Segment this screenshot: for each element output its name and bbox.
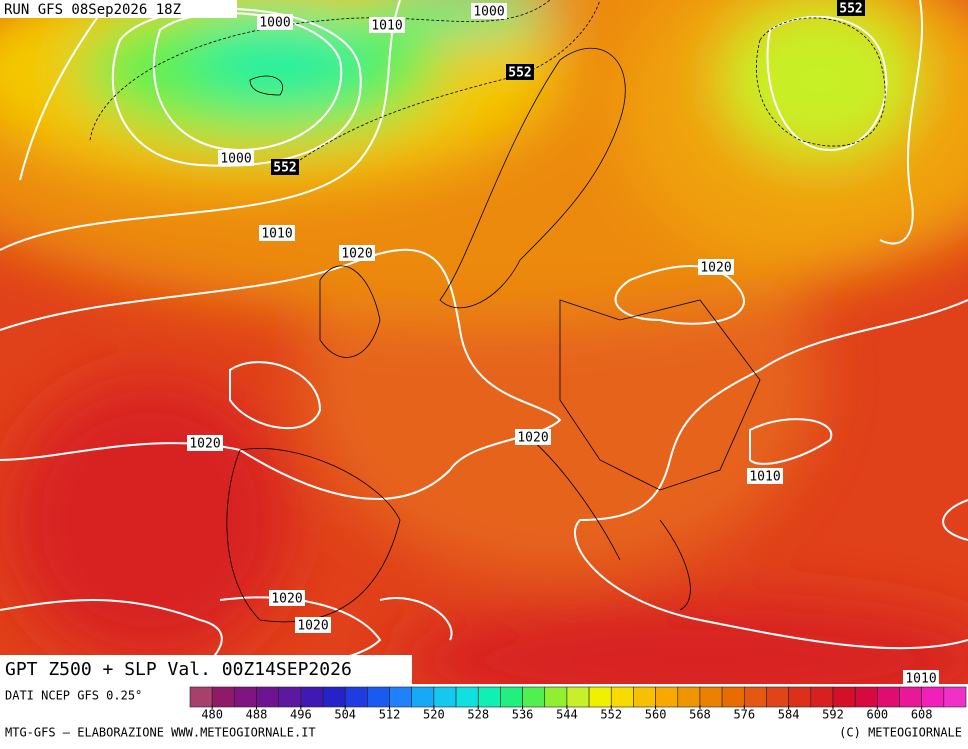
colorbar-tick-label: 504 [334, 708, 356, 722]
contour-label: 1010 [371, 19, 402, 34]
colorbar-swatch [411, 686, 435, 708]
colorbar-swatch [743, 686, 767, 708]
colorbar-swatch [677, 686, 701, 708]
contour-label-box [218, 150, 254, 166]
colorbar-swatch [344, 686, 368, 708]
colorbar-tick-label: 480 [201, 708, 223, 722]
run-info: RUN GFS 08Sep2026 18Z [4, 2, 181, 18]
contour-label-box [269, 590, 305, 606]
colorbar-swatch [832, 686, 856, 708]
contour-label: 1020 [341, 247, 372, 262]
contour-label: 552 [273, 161, 296, 176]
colorbar-swatch [500, 686, 523, 708]
colorbar-swatch [699, 686, 723, 708]
colorbar-swatch [322, 686, 346, 708]
colorbar-swatch [588, 686, 612, 708]
contour-label: 1000 [259, 16, 290, 31]
colorbar-swatch [278, 686, 302, 708]
colorbar-swatch [544, 686, 568, 708]
colorbar-swatch [211, 686, 235, 708]
colorbar-swatch [189, 686, 213, 708]
colorbar-tick-label: 544 [556, 708, 578, 722]
colorbar-swatch [788, 686, 812, 708]
colorbar-swatch [389, 686, 413, 708]
colorbar-swatch [633, 686, 656, 708]
colorbar-swatch [610, 686, 634, 708]
colorbar-swatch [854, 686, 878, 708]
contour-label: 1000 [473, 5, 504, 20]
contour-label-box [339, 245, 375, 261]
map-title: GPT Z500 + SLP Val. 00Z14SEP2026 [5, 659, 352, 680]
colorbar-tick-label: 512 [379, 708, 401, 722]
contour-label: 552 [508, 66, 531, 81]
map-field [0, 0, 968, 684]
title-box [0, 655, 412, 684]
colorbar-swatch [455, 686, 479, 708]
colorbar-swatch [300, 686, 324, 708]
contour-label: 1000 [220, 152, 251, 167]
colorbar-swatch [367, 686, 390, 708]
contour-label: 1010 [749, 470, 780, 485]
colorbar-swatch [522, 686, 546, 708]
colorbar-swatch [766, 686, 789, 708]
run-box [0, 0, 237, 18]
colorbar-tick-label: 520 [423, 708, 445, 722]
contour-label: 1020 [297, 619, 328, 634]
contour-label-box [837, 0, 865, 16]
colorbar-tick-label: 488 [246, 708, 268, 722]
colorbar-swatch [234, 686, 257, 708]
colorbar-tick-label: 496 [290, 708, 312, 722]
colorbar-swatch [943, 686, 967, 708]
coastlines [226, 48, 761, 623]
colorbar-tick-label: 608 [911, 708, 933, 722]
contour-label: 1010 [905, 672, 936, 687]
contour-label: 1020 [189, 437, 220, 452]
colorbar-tick-label: 560 [645, 708, 667, 722]
contour-label-box [747, 468, 783, 484]
colorbar-tick-label: 568 [689, 708, 711, 722]
colorbar-tick-label: 552 [600, 708, 622, 722]
colorbar-swatch [877, 686, 900, 708]
contour-label: 1020 [517, 431, 548, 446]
contour-label: 1020 [700, 261, 731, 276]
contour-label: 1010 [261, 227, 292, 242]
colorbar-swatch [810, 686, 834, 708]
contour-label: 552 [839, 2, 862, 17]
data-source: DATI NCEP GFS 0.25° [5, 689, 142, 703]
colorbar-tick-label: 600 [866, 708, 888, 722]
geopotential-552 [89, 0, 886, 161]
contour-label-box [698, 259, 734, 275]
contour-label: 1020 [271, 592, 302, 607]
footer-right: (C) METEOGIORNALE [839, 726, 962, 740]
contour-label-box [259, 225, 295, 241]
contour-label-box [903, 670, 939, 686]
contour-label-box [187, 435, 223, 451]
colorbar-tick-label: 536 [512, 708, 534, 722]
colorbar-tick-label: 584 [778, 708, 800, 722]
colorbar-swatch [256, 686, 279, 708]
colorbar-tick-label: 592 [822, 708, 844, 722]
contour-label-box [369, 17, 405, 33]
contour-label-box [271, 159, 299, 175]
colorbar-tick-label: 576 [733, 708, 755, 722]
colorbar-swatch [921, 686, 945, 708]
colorbar-swatch [655, 686, 679, 708]
contour-label-box [515, 429, 551, 445]
footer-left: MTG-GFS – ELABORAZIONE WWW.METEOGIORNALE… [5, 726, 316, 740]
contour-label-box [506, 64, 534, 80]
colorbar-tick-label: 528 [467, 708, 489, 722]
contour-label-box [295, 617, 331, 633]
colorbar-swatch [721, 686, 745, 708]
colorbar-swatch [477, 686, 501, 708]
colorbar-swatch [433, 686, 457, 708]
colorbar-swatch [899, 686, 922, 708]
contour-label-box [257, 14, 293, 30]
colorbar-swatch [566, 686, 590, 708]
contour-label-box [471, 3, 507, 19]
